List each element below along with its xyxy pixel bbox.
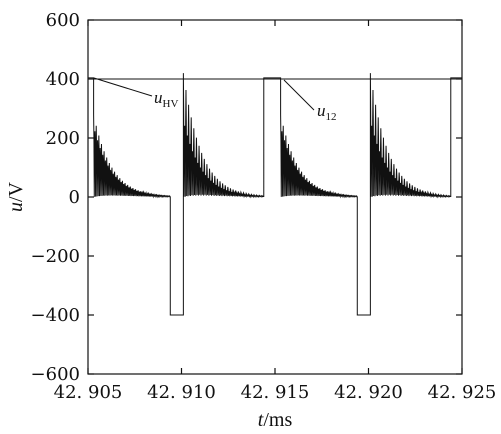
y-tick-label: −200 <box>31 246 80 267</box>
legend-var: u <box>154 88 163 107</box>
y-axis-label: u/V <box>5 181 27 212</box>
legend-label: u12 <box>317 101 337 123</box>
y-tick-label: 400 <box>46 69 80 90</box>
y-tick-label: 200 <box>46 128 80 149</box>
legend-subscript: 12 <box>326 111 337 123</box>
legend-leader-line <box>283 79 315 111</box>
plot-frame <box>87 19 463 375</box>
x-axis-ticks: 42. 905 42. 910 42. 915 42. 920 42. 925 <box>54 20 497 403</box>
y-axis-var: u <box>5 202 27 212</box>
legend-label: uHV <box>154 88 178 110</box>
series-u-12 <box>88 73 462 316</box>
x-axis-label: t/ms <box>258 409 293 431</box>
legend-var: u <box>317 101 326 120</box>
x-tick-label: 42. 905 <box>54 382 123 403</box>
x-tick-label: 42. 910 <box>147 382 216 403</box>
legend-leader-line <box>93 77 153 97</box>
y-tick-label: 0 <box>69 187 80 208</box>
legend-subscript: HV <box>163 98 179 110</box>
series-layer <box>88 73 462 316</box>
y-tick-label: 600 <box>46 10 80 31</box>
x-tick-label: 42. 925 <box>428 382 497 403</box>
x-axis-unit: /ms <box>263 409 292 431</box>
y-axis-unit: /V <box>5 181 27 202</box>
y-axis-ticks: 600 400 200 0 −200 −400 −600 <box>31 10 462 385</box>
y-tick-label: −400 <box>31 305 80 326</box>
x-tick-label: 42. 915 <box>241 382 310 403</box>
x-axis-var: t <box>258 409 264 431</box>
x-tick-label: 42. 920 <box>334 382 403 403</box>
y-tick-label: −600 <box>31 364 80 385</box>
legend-layer: uHV u12 <box>93 77 337 123</box>
